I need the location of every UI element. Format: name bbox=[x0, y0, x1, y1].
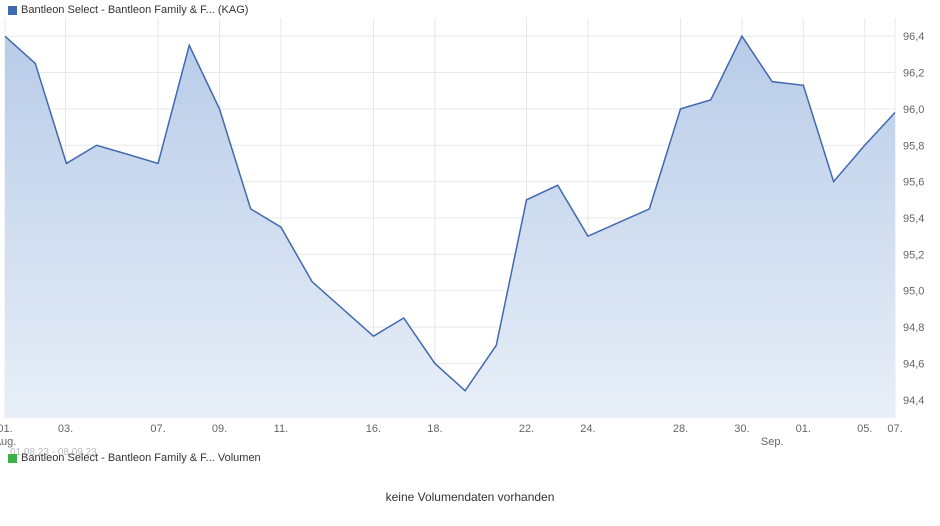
svg-text:18.: 18. bbox=[427, 423, 442, 435]
svg-text:11.: 11. bbox=[274, 423, 288, 435]
chart-area bbox=[5, 36, 895, 418]
svg-text:95,0: 95,0 bbox=[903, 286, 924, 298]
svg-text:07.: 07. bbox=[887, 423, 902, 435]
svg-text:05.: 05. bbox=[857, 423, 872, 435]
svg-text:28.: 28. bbox=[673, 423, 688, 435]
svg-text:95,8: 95,8 bbox=[903, 140, 924, 152]
svg-text:16.: 16. bbox=[366, 423, 381, 435]
svg-text:94,4: 94,4 bbox=[903, 395, 924, 407]
svg-text:03.: 03. bbox=[58, 423, 73, 435]
svg-text:Sep.: Sep. bbox=[761, 436, 784, 448]
svg-text:01.: 01. bbox=[0, 423, 13, 435]
chart-container: Bantleon Select - Bantleon Family & F...… bbox=[0, 0, 940, 526]
legend-label-2: Bantleon Select - Bantleon Family & F...… bbox=[21, 452, 261, 464]
legend-series-2: Bantleon Select - Bantleon Family & F...… bbox=[8, 452, 261, 464]
svg-text:96,4: 96,4 bbox=[903, 31, 924, 43]
svg-text:24.: 24. bbox=[580, 423, 595, 435]
price-chart: 94,4 94,6 94,8 95,0 95,2 95,4 95,6 95,8 96,0 96,2… bbox=[0, 0, 940, 448]
svg-text:96,0: 96,0 bbox=[903, 104, 924, 116]
svg-text:95,4: 95,4 bbox=[903, 213, 924, 225]
svg-text:07.: 07. bbox=[150, 423, 165, 435]
legend-box-2 bbox=[8, 454, 17, 463]
svg-text:95,2: 95,2 bbox=[903, 249, 924, 261]
svg-text:94,8: 94,8 bbox=[903, 322, 924, 334]
svg-text:95,6: 95,6 bbox=[903, 177, 924, 189]
svg-text:94,6: 94,6 bbox=[903, 358, 924, 370]
svg-text:96,2: 96,2 bbox=[903, 68, 924, 80]
svg-text:09.: 09. bbox=[212, 423, 227, 435]
svg-text:30.: 30. bbox=[734, 423, 749, 435]
svg-text:01.: 01. bbox=[796, 423, 811, 435]
svg-text:22.: 22. bbox=[519, 423, 534, 435]
volume-empty-message: keine Volumendaten vorhanden bbox=[386, 490, 555, 504]
